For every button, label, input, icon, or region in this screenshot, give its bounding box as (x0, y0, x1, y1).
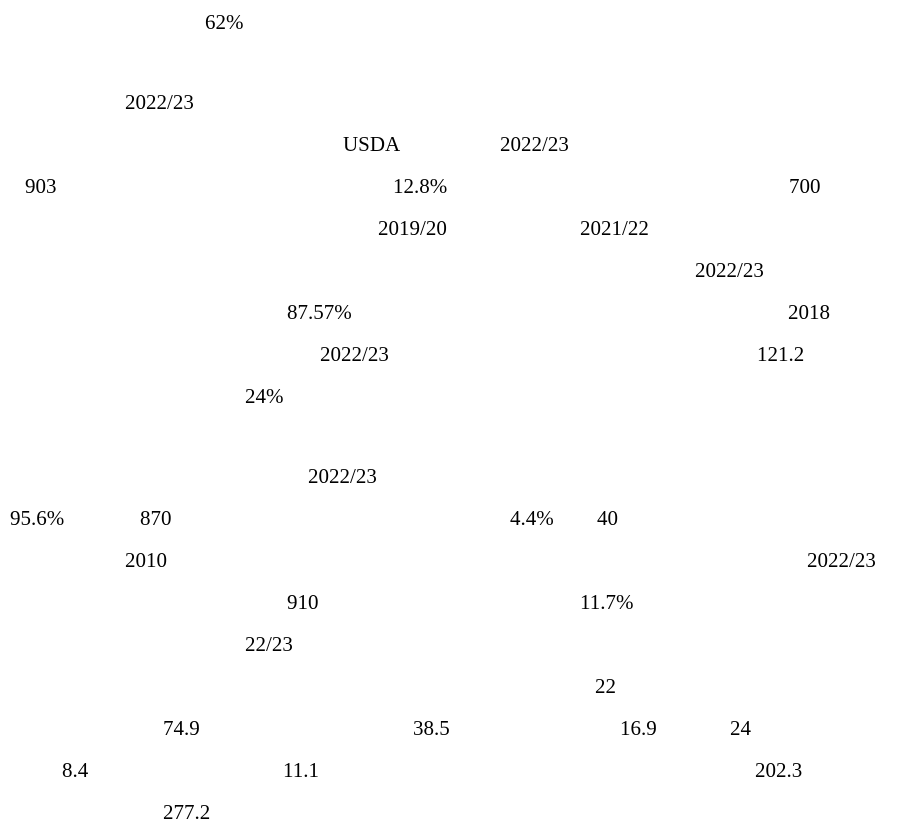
text: 2021/22 (580, 216, 649, 240)
text: 38.5 (413, 716, 450, 740)
text: 2019/20 (378, 216, 447, 240)
text: 2022/23 (308, 464, 377, 488)
text: 121.2 (757, 342, 805, 366)
text: USDA (343, 132, 401, 156)
text: 2010 (125, 548, 167, 572)
text: 40 (597, 506, 618, 530)
text: 11.1 (283, 758, 319, 782)
text: 22/23 (245, 632, 293, 656)
text: 24% (245, 384, 284, 408)
text: 8.4 (62, 758, 89, 782)
text: 87.57% (287, 300, 352, 324)
text: 2022/23 (320, 342, 389, 366)
text: 2022/23 (500, 132, 569, 156)
text: 910 (287, 590, 319, 614)
text: 74.9 (163, 716, 200, 740)
text: 16.9 (620, 716, 657, 740)
text: 2022/23 (695, 258, 764, 282)
text: 12.8% (393, 174, 448, 198)
text: 2018 (788, 300, 830, 324)
text: 95.6% (10, 506, 65, 530)
text: 62% (205, 10, 244, 34)
text: 4.4% (510, 506, 554, 530)
text: 11.7% (580, 590, 634, 614)
text: 202.3 (755, 758, 803, 782)
text: 700 (789, 174, 821, 198)
text: 870 (140, 506, 172, 530)
text: 22 (595, 674, 616, 698)
text: 2022/23 (125, 90, 194, 114)
text: 2022/23 (807, 548, 876, 572)
text: 903 (25, 174, 57, 198)
text: 24 (730, 716, 751, 740)
text: 277.2 (163, 800, 211, 824)
